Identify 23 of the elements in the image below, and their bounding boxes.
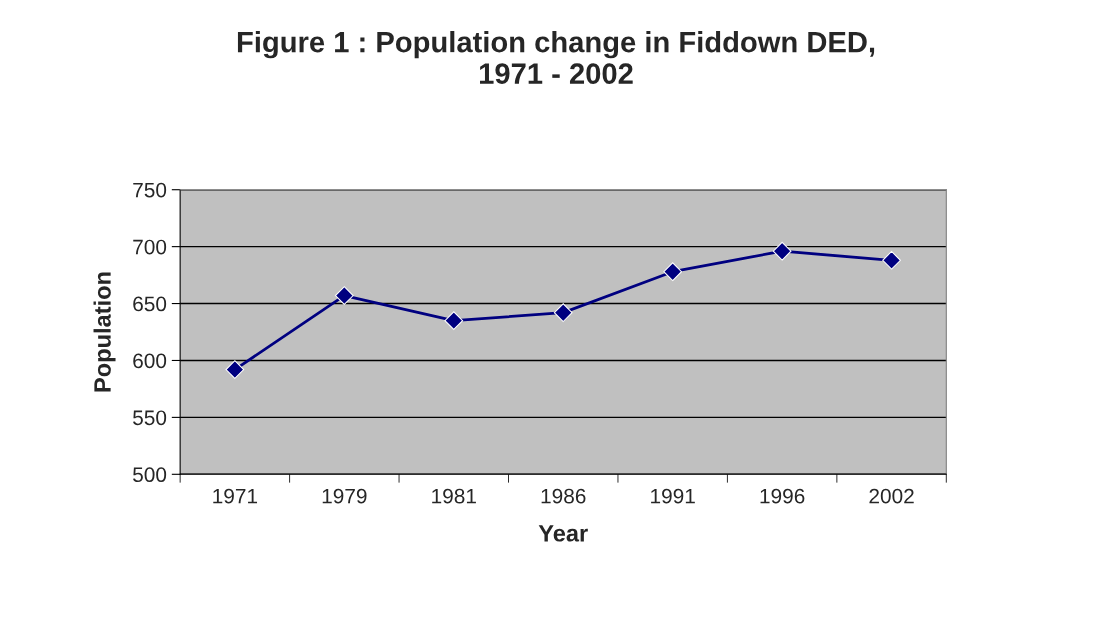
- y-tick-label: 500: [133, 467, 167, 483]
- point: [225, 360, 245, 379]
- y-tick-label: 700: [133, 239, 167, 255]
- chart-title: Figure 1 : Population change in Fiddown DED, 1971 - 2002: [237, 31, 875, 84]
- y-tick-label: 750: [133, 182, 167, 198]
- point: [553, 303, 573, 323]
- point: [334, 286, 354, 305]
- x-axis-title: Year: [538, 525, 588, 542]
- point: [882, 250, 901, 270]
- y-tick-label: 550: [133, 410, 167, 426]
- y-axis-title: Population: [93, 272, 116, 392]
- x-tick-label: 1996: [760, 488, 805, 504]
- x-tick-label: 1971: [213, 488, 258, 504]
- y-tick-label: 600: [133, 353, 167, 369]
- point: [772, 241, 792, 261]
- x-tick-label: 1991: [651, 488, 695, 504]
- y-tick-label: 650: [133, 296, 167, 312]
- x-tick-label: 1986: [541, 488, 586, 504]
- point: [663, 262, 683, 282]
- point: [444, 311, 464, 330]
- x-tick-label: 1979: [322, 488, 367, 504]
- x-tick-label: 1981: [432, 488, 476, 504]
- x-tick-label: 2002: [869, 488, 914, 504]
